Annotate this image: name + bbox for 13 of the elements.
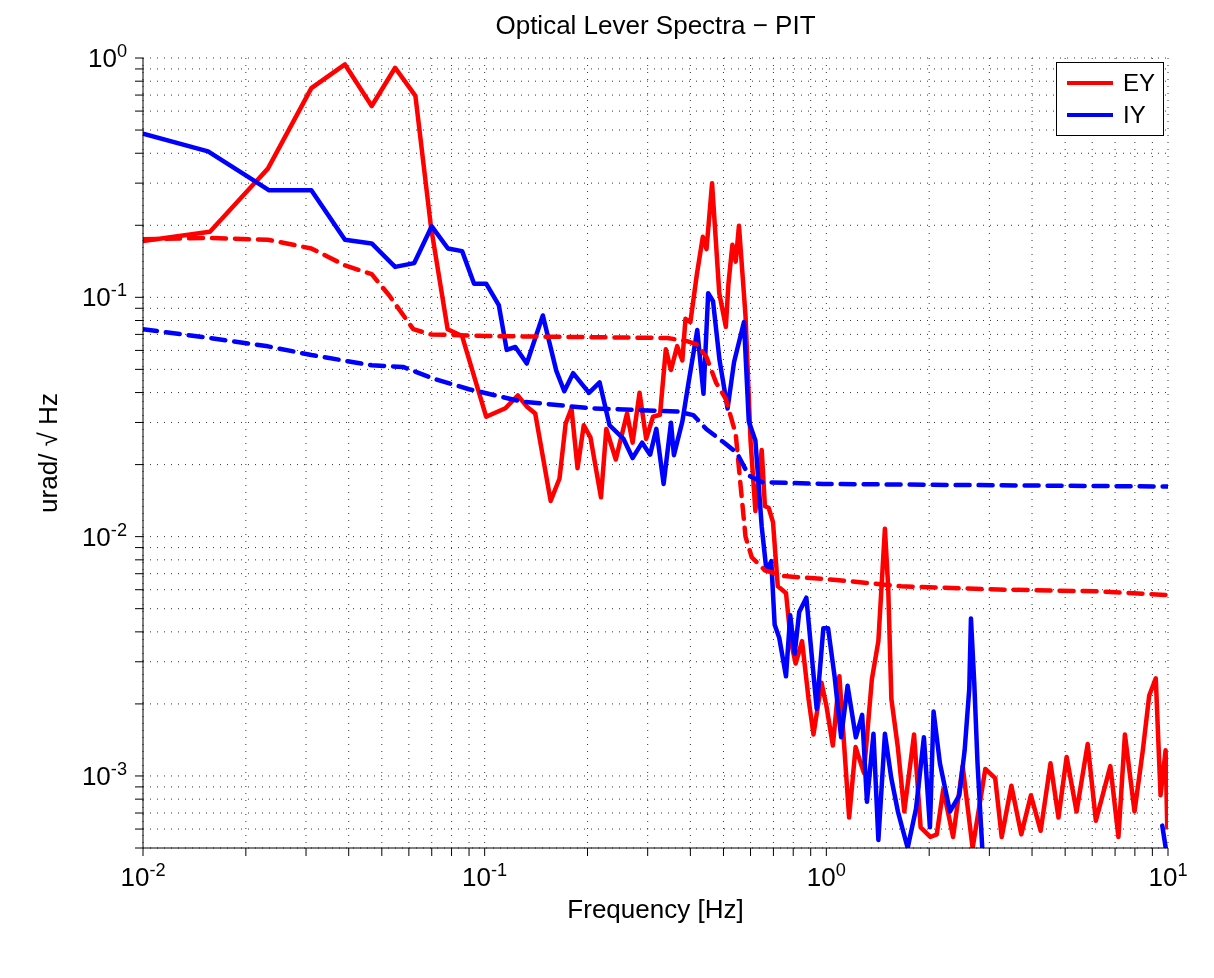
y-tick-label: 10$^{-1}$: [81, 280, 127, 313]
x-tick-label: 10$^{0}$: [806, 860, 846, 892]
y-tick-label: 10$^{-2}$: [81, 519, 127, 552]
x-tick-label: 10$^{-1}$: [462, 860, 508, 892]
x-tick-label: 10$^{1}$: [1148, 860, 1188, 892]
y-axis-title: urad/ √ Hz: [33, 393, 64, 513]
y-tick-label: 10$^{-3}$: [81, 758, 127, 791]
x-axis-title: Frequency [Hz]: [567, 894, 744, 924]
x-tick-label: 10$^{-2}$: [120, 860, 166, 892]
y-tick-label: 10$^{0}$: [87, 41, 127, 73]
chart-title: Optical Lever Spectra − PIT: [494, 10, 817, 41]
legend-label: IY: [1122, 101, 1146, 129]
legend-label: EY: [1122, 69, 1155, 97]
